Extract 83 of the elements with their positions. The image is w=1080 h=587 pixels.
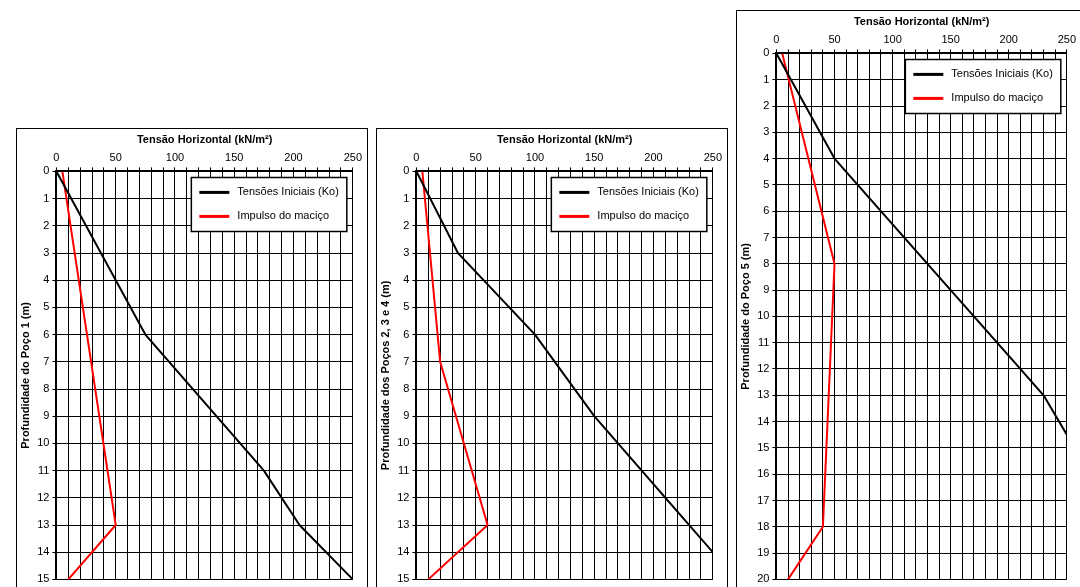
y-axis-title: Profundidade dos Poços 2, 3 e 4 (m) xyxy=(378,280,391,471)
y-tick-label: 9 xyxy=(403,409,410,422)
y-tick-label: 10 xyxy=(397,436,410,449)
y-tick-label: 7 xyxy=(403,354,410,367)
y-tick-label: 20 xyxy=(757,572,770,585)
x-tick-label: 0 xyxy=(773,32,780,45)
y-tick-label: 2 xyxy=(763,99,770,112)
y-tick-label: 10 xyxy=(37,436,50,449)
legend-label: Tensões Iniciais (Ko) xyxy=(597,185,699,198)
x-axis-title: Tensão Horizontal (kN/m²) xyxy=(496,132,633,145)
y-tick-label: 17 xyxy=(757,493,770,506)
y-tick-label: 4 xyxy=(763,151,770,164)
legend-label: Tensões Iniciais (Ko) xyxy=(237,185,339,198)
x-tick-label: 50 xyxy=(109,150,122,163)
y-tick-label: 15 xyxy=(397,572,410,585)
y-tick-label: 7 xyxy=(43,354,50,367)
y-axis-title: Profundidade do Poço 5 (m) xyxy=(738,242,751,390)
y-tick-label: 15 xyxy=(37,572,50,585)
x-tick-label: 150 xyxy=(225,150,244,163)
y-tick-label: 12 xyxy=(37,490,50,503)
y-tick-label: 11 xyxy=(758,335,770,348)
y-tick-label: 13 xyxy=(757,388,770,401)
y-tick-label: 6 xyxy=(763,204,770,217)
y-tick-label: 14 xyxy=(757,414,770,427)
x-tick-label: 250 xyxy=(1057,32,1076,45)
x-tick-label: 200 xyxy=(644,150,663,163)
y-tick-label: 7 xyxy=(763,230,770,243)
y-tick-label: 5 xyxy=(403,300,410,313)
x-tick-label: 100 xyxy=(165,150,185,163)
y-tick-label: 2 xyxy=(43,218,50,231)
legend-label: Tensões Iniciais (Ko) xyxy=(951,67,1053,80)
y-tick-label: 9 xyxy=(43,409,50,422)
y-tick-label: 5 xyxy=(763,177,770,190)
x-tick-label: 0 xyxy=(53,150,60,163)
y-tick-label: 14 xyxy=(37,545,50,558)
y-tick-label: 8 xyxy=(403,382,410,395)
y-tick-label: 0 xyxy=(763,46,770,59)
y-tick-label: 1 xyxy=(43,191,50,204)
y-tick-label: 6 xyxy=(403,327,410,340)
y-tick-label: 8 xyxy=(43,382,50,395)
y-tick-label: 4 xyxy=(403,273,410,286)
y-tick-label: 2 xyxy=(403,218,410,231)
y-tick-label: 13 xyxy=(397,518,410,531)
x-tick-label: 200 xyxy=(284,150,303,163)
y-tick-label: 1 xyxy=(763,72,770,85)
y-tick-label: 4 xyxy=(43,273,50,286)
legend-label: Impulso do maciço xyxy=(951,91,1044,104)
y-tick-label: 1 xyxy=(403,191,410,204)
y-tick-label: 0 xyxy=(43,164,50,177)
y-tick-label: 15 xyxy=(757,440,770,453)
y-tick-label: 3 xyxy=(403,246,410,259)
x-axis-title: Tensão Horizontal (kN/m²) xyxy=(136,132,273,145)
x-tick-label: 150 xyxy=(585,150,604,163)
y-axis-title: Profundidade do Poço 1 (m) xyxy=(18,301,31,449)
y-tick-label: 5 xyxy=(43,300,50,313)
x-tick-label: 150 xyxy=(941,32,960,45)
legend-label: Impulso do maciço xyxy=(237,209,330,222)
y-tick-label: 6 xyxy=(43,327,50,340)
y-tick-label: 9 xyxy=(763,283,770,296)
y-tick-label: 3 xyxy=(763,125,770,138)
y-tick-label: 19 xyxy=(757,546,770,559)
x-axis-title: Tensão Horizontal (kN/m²) xyxy=(853,14,990,27)
x-tick-label: 250 xyxy=(343,150,362,163)
legend-label: Impulso do maciço xyxy=(597,209,690,222)
y-tick-label: 11 xyxy=(398,463,410,476)
x-tick-label: 50 xyxy=(828,32,841,45)
x-tick-label: 200 xyxy=(999,32,1018,45)
y-tick-label: 13 xyxy=(37,518,50,531)
y-tick-label: 18 xyxy=(757,519,770,532)
y-tick-label: 14 xyxy=(397,545,410,558)
x-tick-label: 250 xyxy=(703,150,722,163)
y-tick-label: 16 xyxy=(757,467,770,480)
x-tick-label: 0 xyxy=(413,150,420,163)
y-tick-label: 10 xyxy=(757,309,770,322)
y-tick-label: 8 xyxy=(763,256,770,269)
y-tick-label: 12 xyxy=(397,490,410,503)
x-tick-label: 100 xyxy=(525,150,545,163)
x-tick-label: 100 xyxy=(883,32,902,45)
y-tick-label: 0 xyxy=(403,164,410,177)
y-tick-label: 3 xyxy=(43,246,50,259)
y-tick-label: 11 xyxy=(38,463,50,476)
y-tick-label: 12 xyxy=(757,362,770,375)
x-tick-label: 50 xyxy=(469,150,482,163)
